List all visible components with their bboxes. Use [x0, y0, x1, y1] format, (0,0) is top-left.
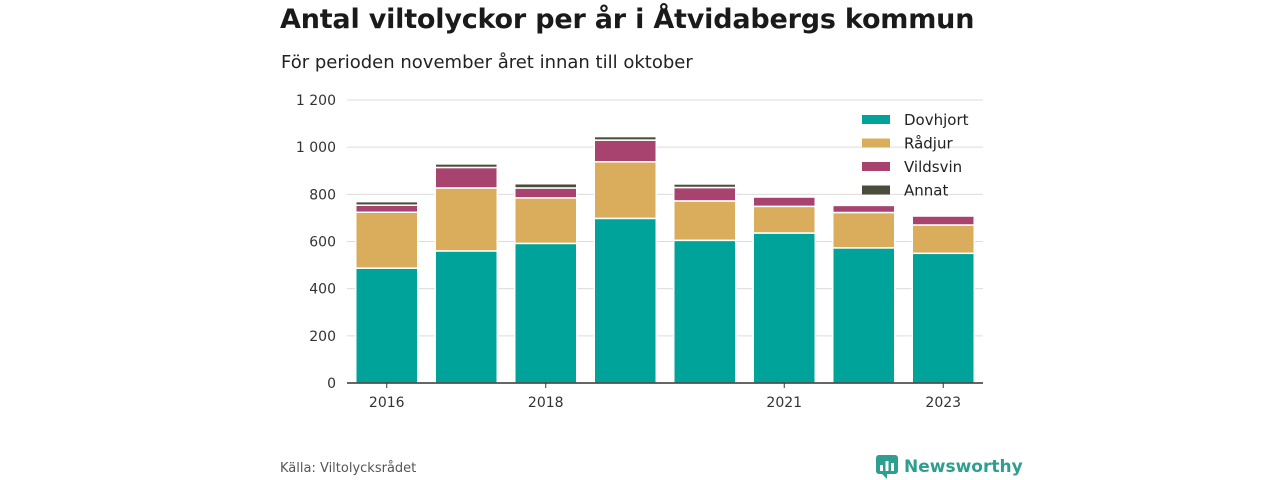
chart-title: Antal viltolyckor per år i Åtvidabergs k…	[280, 4, 975, 35]
bar-segment-vildsvin[interactable]	[593, 139, 657, 163]
source-note: Källa: Viltolycksrådet	[280, 461, 417, 476]
bar-segment-dovhjort[interactable]	[752, 232, 816, 384]
chart-subtitle: För perioden november året innan till ok…	[281, 52, 693, 73]
bar-segment-dovhjort[interactable]	[911, 252, 975, 384]
bar-segment-vildsvin[interactable]	[832, 204, 896, 214]
bar-segment-rådjur[interactable]	[355, 211, 419, 269]
legend-label-dovhjort[interactable]: Dovhjort	[904, 111, 969, 129]
y-tick-label: 600	[309, 235, 336, 251]
legend-swatch-annat	[862, 185, 890, 195]
bar-segment-vildsvin[interactable]	[752, 196, 816, 208]
bar-segment-annat[interactable]	[514, 182, 578, 189]
x-tick-label: 2016	[369, 395, 405, 411]
bar-segment-annat[interactable]	[355, 200, 419, 206]
bar-segment-dovhjort[interactable]	[832, 247, 896, 384]
bar-segment-rådjur[interactable]	[752, 205, 816, 234]
legend-swatch-rådjur	[862, 138, 890, 148]
y-tick-label: 800	[309, 187, 336, 203]
bar-segment-dovhjort[interactable]	[355, 267, 419, 384]
legend-label-vildsvin[interactable]: Vildsvin	[904, 158, 962, 176]
legend-label-annat[interactable]: Annat	[904, 182, 948, 200]
y-tick-label: 400	[309, 282, 336, 298]
bar-segment-dovhjort[interactable]	[673, 239, 737, 384]
bar-segment-annat[interactable]	[673, 183, 737, 189]
bar-segment-annat[interactable]	[434, 163, 498, 169]
bar-segment-rådjur[interactable]	[832, 211, 896, 249]
bar-segment-dovhjort[interactable]	[514, 242, 578, 384]
x-tick-label: 2023	[925, 395, 961, 411]
legend-swatch-vildsvin	[862, 162, 890, 171]
bar-segment-rådjur[interactable]	[514, 197, 578, 245]
bar-segment-vildsvin[interactable]	[514, 187, 578, 199]
brand-name: Newsworthy	[904, 457, 1023, 477]
legend-label-rådjur[interactable]: Rådjur	[904, 135, 953, 153]
bar-segment-dovhjort[interactable]	[593, 217, 657, 384]
bar-segment-rådjur[interactable]	[593, 161, 657, 220]
x-tick-label: 2018	[528, 395, 564, 411]
x-tick-label: 2021	[766, 395, 802, 411]
bar-segment-vildsvin[interactable]	[434, 166, 498, 189]
newsworthy-logo-icon	[876, 455, 898, 479]
bar-segment-rådjur[interactable]	[673, 200, 737, 242]
bar-segment-rådjur[interactable]	[434, 187, 498, 252]
bar-segment-vildsvin[interactable]	[355, 204, 419, 214]
legend-swatch-dovhjort	[862, 115, 890, 124]
bar-segment-vildsvin[interactable]	[911, 215, 975, 226]
y-tick-label: 1 200	[296, 93, 336, 109]
bar-segment-annat[interactable]	[593, 135, 657, 141]
bar-segment-vildsvin[interactable]	[673, 186, 737, 202]
bar-segment-rådjur[interactable]	[911, 224, 975, 255]
bar-segment-dovhjort[interactable]	[434, 250, 498, 384]
y-tick-label: 200	[309, 329, 336, 345]
y-tick-label: 0	[327, 376, 336, 392]
brand-logo[interactable]: Newsworthy	[876, 455, 1023, 479]
y-tick-label: 1 000	[296, 140, 336, 156]
